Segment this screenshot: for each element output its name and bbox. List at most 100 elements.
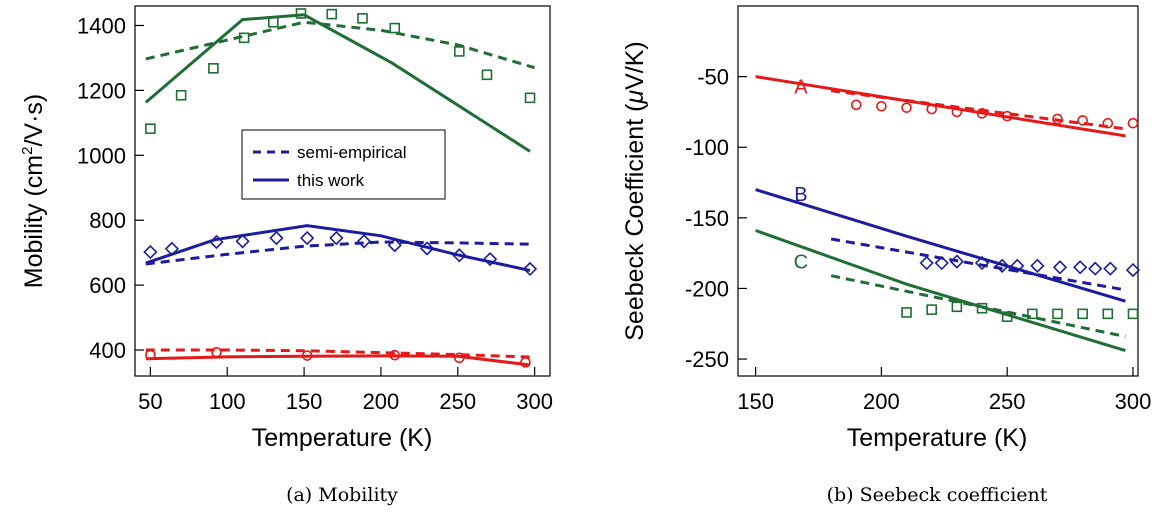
seebeck-y-tick-label: -50	[697, 65, 729, 90]
data-point-diamond	[1103, 261, 1118, 276]
data-point-diamond	[209, 234, 224, 250]
ylabel-part-1: Mobility (cm	[20, 155, 48, 288]
data-point-square	[1127, 308, 1139, 320]
data-point-circle	[145, 349, 156, 361]
data-point-circle	[520, 357, 531, 368]
series-line-dashed	[145, 240, 535, 266]
data-point-diamond	[164, 241, 180, 256]
curve-label-c: C	[794, 252, 808, 274]
data-point-square	[926, 304, 938, 315]
data-point-square	[1001, 311, 1013, 322]
data-point-square	[238, 32, 250, 44]
seebeck-y-tick-label: -100	[685, 135, 729, 160]
data-point-diamond	[235, 234, 250, 249]
data-point-circle	[211, 347, 222, 358]
mobility-y-tick-label: 400	[89, 338, 126, 363]
data-point-diamond	[143, 244, 158, 260]
data-point-diamond	[1125, 262, 1141, 278]
data-point-diamond	[995, 258, 1010, 273]
legend-box	[241, 129, 446, 200]
mobility-caption: (a) Mobility	[286, 484, 398, 506]
seebeck-series	[755, 75, 1141, 353]
data-point-circle	[301, 350, 313, 361]
seebeck-x-axis-title: Temperature (K)	[847, 424, 1028, 452]
mobility-y-axis-title: Mobility (cm2/V·s)	[19, 94, 48, 288]
mobility-x-ticks: 50 100 150 200 250 300	[138, 367, 553, 414]
mobility-y-tick-label: 1000	[77, 143, 126, 168]
seebeck-x-tick-label: 250	[989, 389, 1026, 414]
seebeck-x-ticks: 150 200 250 300	[737, 367, 1151, 414]
data-point-square	[389, 22, 401, 34]
data-point-diamond	[356, 234, 372, 249]
ylabel-part-2: V/K)	[621, 41, 649, 90]
seebeck-panel: -50 -100 -150 -200 -250 150 200 250 300 A B C Tem…	[621, 5, 1151, 506]
curve-label-b: B	[794, 184, 807, 206]
data-point-square	[1077, 308, 1088, 320]
data-point-square	[951, 301, 963, 313]
mobility-plot-frame	[134, 5, 551, 377]
data-point-diamond	[949, 254, 964, 269]
seebeck-y-ticks: -50 -100 -150 -200 -250	[685, 65, 747, 372]
data-point-circle	[926, 103, 938, 115]
data-point-circle	[850, 99, 862, 111]
data-point-diamond	[482, 252, 498, 267]
mobility-y-tick-label: 600	[89, 273, 126, 298]
data-point-circle	[454, 352, 465, 364]
data-point-square	[175, 89, 187, 101]
ylabel-mu: μ	[621, 90, 649, 105]
data-point-square	[357, 13, 368, 24]
data-point-diamond	[919, 255, 934, 271]
mobility-y-ticks: 400 600 800 1000 1200 1400	[77, 13, 144, 363]
mobility-x-tick-label: 300	[516, 389, 553, 414]
data-point-diamond	[1030, 258, 1045, 273]
data-point-circle	[951, 106, 963, 118]
data-point-square	[1102, 308, 1114, 320]
data-point-circle	[901, 102, 912, 113]
seebeck-y-tick-label: -150	[685, 206, 729, 231]
legend-label-semi-empirical: semi-empirical	[297, 143, 407, 162]
data-point-square	[268, 16, 279, 28]
mobility-x-axis-title: Temperature (K)	[252, 424, 433, 452]
data-point-diamond	[974, 255, 990, 271]
mobility-series	[143, 8, 538, 368]
seebeck-caption: (b) Seebeck coefficient	[827, 484, 1048, 506]
data-point-square	[1052, 308, 1063, 320]
series-line-solid	[145, 354, 531, 367]
mobility-x-tick-label: 150	[286, 389, 323, 414]
data-point-circle	[876, 100, 887, 112]
data-point-diamond	[419, 241, 435, 256]
data-point-square	[326, 8, 338, 20]
data-point-square	[976, 302, 988, 314]
seebeck-y-tick-label: -250	[685, 347, 729, 372]
data-point-diamond	[1073, 260, 1088, 275]
seebeck-y-tick-label: -200	[685, 276, 729, 301]
legend-label-this-work: this work	[297, 171, 365, 190]
series-line-dashed	[145, 20, 536, 70]
data-point-diamond	[387, 238, 402, 253]
data-point-diamond	[934, 255, 949, 271]
data-point-diamond	[452, 248, 467, 263]
mobility-y-tick-label: 800	[89, 208, 126, 233]
seebeck-x-tick-label: 300	[1115, 389, 1152, 414]
data-point-square	[208, 63, 219, 74]
data-point-square	[295, 8, 307, 19]
data-point-diamond	[1010, 258, 1025, 273]
series-line-solid	[145, 224, 531, 272]
series-line-dashed	[830, 89, 1126, 131]
data-point-diamond	[269, 230, 284, 246]
data-point-circle	[1001, 110, 1013, 122]
series-line-solid	[755, 188, 1126, 303]
curve-label-a: A	[794, 77, 808, 99]
data-point-square	[454, 46, 465, 57]
data-point-circle	[389, 349, 401, 361]
ylabel-part-2: /V·s)	[20, 94, 48, 147]
series-line-dashed	[830, 237, 1126, 292]
data-point-square	[145, 123, 156, 134]
mobility-x-tick-label: 100	[209, 389, 246, 414]
seebeck-plot-frame	[737, 5, 1139, 377]
data-point-circle	[1052, 113, 1063, 125]
data-point-circle	[1127, 117, 1139, 129]
ylabel-superscript: 2	[19, 147, 36, 155]
